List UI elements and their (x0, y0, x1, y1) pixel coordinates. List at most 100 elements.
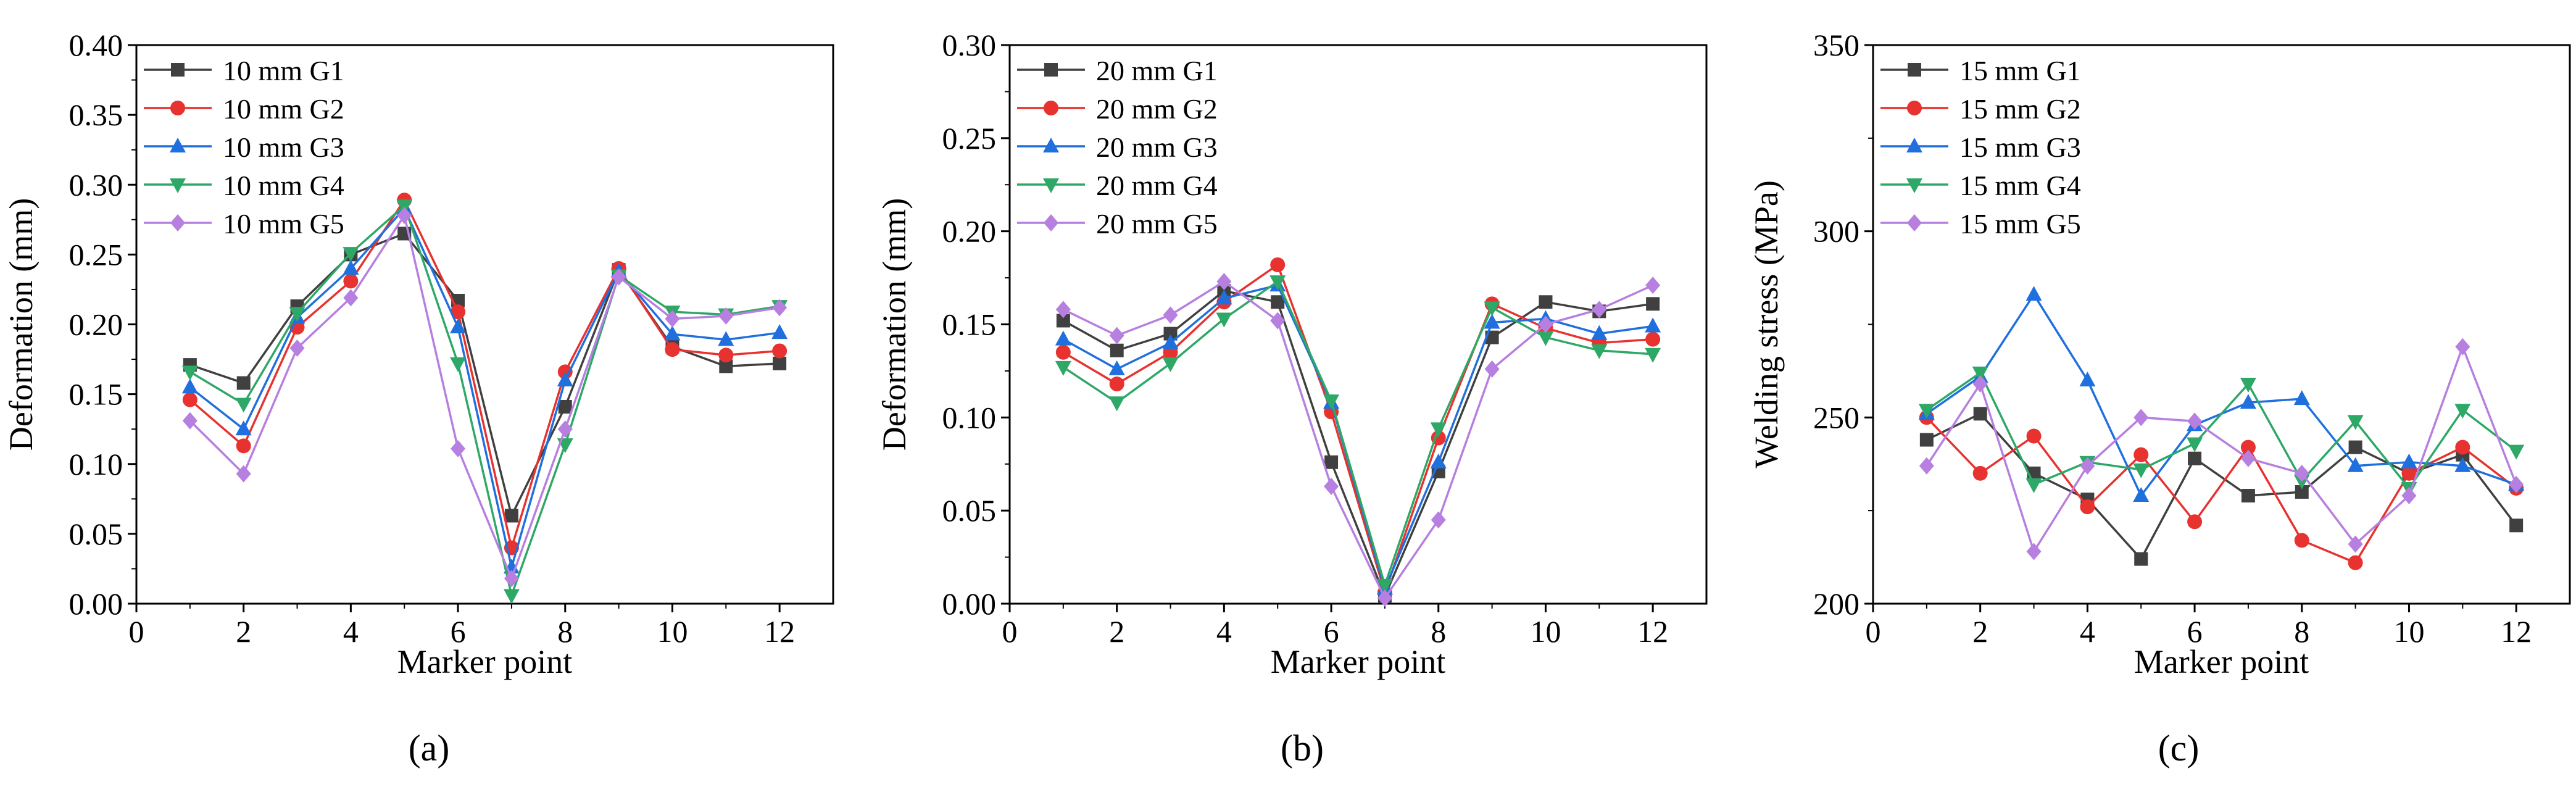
data-point (289, 339, 305, 357)
series-line (189, 198, 780, 552)
data-point (611, 268, 626, 286)
data-point (1972, 465, 1988, 481)
x-tick-label: 2 (1109, 614, 1124, 649)
series-15-mm-g3 (1918, 286, 2525, 502)
data-point (343, 247, 359, 262)
data-point (557, 372, 573, 386)
data-point (1162, 357, 1179, 372)
y-tick-label: 300 (1813, 214, 1859, 249)
chart-panel-a: 0 2 4 6 8 10 12 0.00 0.05 0.10 0.15 0.20 0.25 0.30 0.3… (2, 28, 834, 768)
data-point (450, 357, 467, 372)
data-point (235, 420, 252, 436)
legend-label: 15 mm G2 (1959, 93, 2081, 125)
data-point (343, 289, 359, 307)
data-point (1216, 312, 1232, 328)
data-point (2240, 394, 2256, 409)
series-line (1063, 280, 1653, 601)
y-tick-label: 0.00 (942, 586, 997, 621)
y-tick-label: 0.25 (69, 237, 123, 272)
data-point (1270, 312, 1286, 330)
data-point (1163, 327, 1178, 341)
series-line (1926, 412, 2517, 561)
legend-label: 10 mm G4 (223, 170, 344, 201)
data-point (2080, 457, 2095, 475)
data-point (718, 331, 734, 346)
data-point (1376, 578, 1393, 594)
y-tick-label: 0.30 (69, 167, 123, 202)
data-point (773, 356, 787, 370)
data-point (504, 509, 518, 523)
y-tick-label: 350 (1813, 28, 1859, 62)
data-point (1109, 377, 1124, 392)
data-point (2455, 338, 2470, 356)
data-point (1163, 306, 1178, 324)
data-point (2187, 514, 2203, 530)
y-tick-label: 0.40 (69, 28, 123, 62)
y-tick-label: 250 (1813, 400, 1859, 435)
x-tick-label: 4 (1216, 614, 1232, 649)
legend-label: 15 mm G3 (1959, 131, 2081, 163)
series-line (189, 232, 780, 519)
series-10-mm-g3 (181, 199, 788, 574)
series-10-mm-g2 (182, 193, 787, 556)
data-point (2079, 372, 2096, 386)
x-tick-label: 0 (1866, 614, 1881, 649)
data-point (2240, 378, 2256, 393)
data-point (2454, 457, 2471, 472)
legend-label: 10 mm G3 (223, 131, 344, 163)
series-line (189, 206, 780, 568)
data-point (181, 378, 198, 394)
legend-label: 15 mm G5 (1959, 208, 2081, 239)
data-point (236, 465, 251, 483)
x-tick-label: 10 (2393, 614, 2424, 649)
data-point (1055, 301, 1071, 319)
legend-marker (170, 178, 186, 193)
data-point (2347, 415, 2364, 430)
data-point (718, 348, 734, 363)
y-tick-label: 0.15 (69, 377, 123, 412)
data-point (2025, 478, 2042, 493)
data-point (1646, 297, 1660, 311)
data-point (1972, 366, 1988, 381)
data-point (1110, 343, 1124, 357)
data-point (2294, 464, 2309, 482)
legend-label: 10 mm G2 (223, 93, 344, 125)
x-tick-label: 0 (129, 614, 144, 649)
x-tick-label: 8 (2294, 614, 2309, 649)
series-20-mm-g4 (1055, 275, 1661, 594)
data-point (557, 420, 573, 438)
data-point (1108, 360, 1125, 375)
data-point (397, 207, 412, 225)
data-point (2026, 543, 2042, 560)
data-point (504, 570, 519, 588)
legend-marker (170, 138, 186, 152)
data-point (2509, 475, 2524, 493)
data-point (450, 319, 467, 334)
data-point (2188, 451, 2202, 465)
data-point (1377, 589, 1392, 607)
data-point (1592, 301, 1607, 319)
data-point (1323, 394, 1340, 410)
y-tick-label: 0.10 (69, 447, 123, 481)
data-point (664, 325, 681, 341)
data-point (1271, 295, 1285, 309)
legend-label: 20 mm G4 (1096, 170, 1218, 201)
legend-marker (1906, 138, 1922, 152)
legend-marker (1044, 63, 1058, 77)
data-point (2133, 487, 2150, 502)
x-axis-title: Marker point (2134, 643, 2309, 680)
legend-marker (1908, 63, 1921, 77)
x-tick-label: 4 (2080, 614, 2095, 649)
data-point (1324, 455, 1339, 469)
data-point (2454, 404, 2471, 419)
data-point (2134, 409, 2149, 427)
data-point (1484, 314, 1500, 329)
data-point (2240, 449, 2256, 467)
legend-marker (1907, 101, 1922, 115)
series-line (1926, 292, 2517, 498)
data-point (1539, 295, 1553, 309)
data-point (2509, 518, 2524, 533)
legend-marker (1906, 178, 1922, 193)
x-tick-label: 2 (236, 614, 251, 649)
